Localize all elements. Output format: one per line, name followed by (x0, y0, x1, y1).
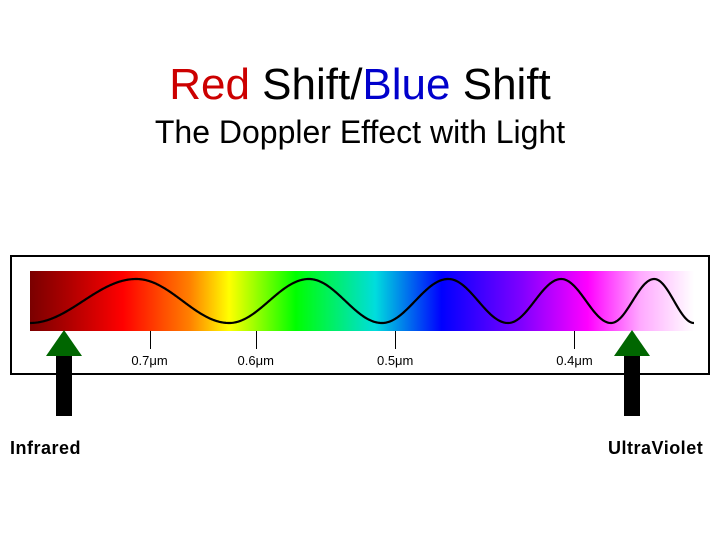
axis-tick-label: 0.5μm (377, 353, 413, 368)
infrared-arrow (46, 330, 82, 416)
arrow-up-icon (614, 330, 650, 356)
spectrum-gradient (30, 271, 694, 331)
arrow-stem (56, 356, 72, 416)
axis-tick (395, 331, 396, 349)
ultraviolet-arrow (614, 330, 650, 416)
infrared-label: Infrared (10, 438, 81, 459)
axis-tick (256, 331, 257, 349)
axis-tick-label: 0.4μm (556, 353, 592, 368)
axis-tick (150, 331, 151, 349)
page-subtitle: The Doppler Effect with Light (0, 114, 720, 151)
page-title: Red Shift/Blue Shift (0, 60, 720, 110)
axis-tick-label: 0.7μm (131, 353, 167, 368)
arrow-up-icon (46, 330, 82, 356)
ultraviolet-label: UltraViolet (608, 438, 703, 459)
axis-tick (574, 331, 575, 349)
spectrum-container: 0.7μm 0.6μm 0.5μm 0.4μm (10, 255, 710, 375)
axis-tick-label: 0.6μm (238, 353, 274, 368)
arrow-stem (624, 356, 640, 416)
